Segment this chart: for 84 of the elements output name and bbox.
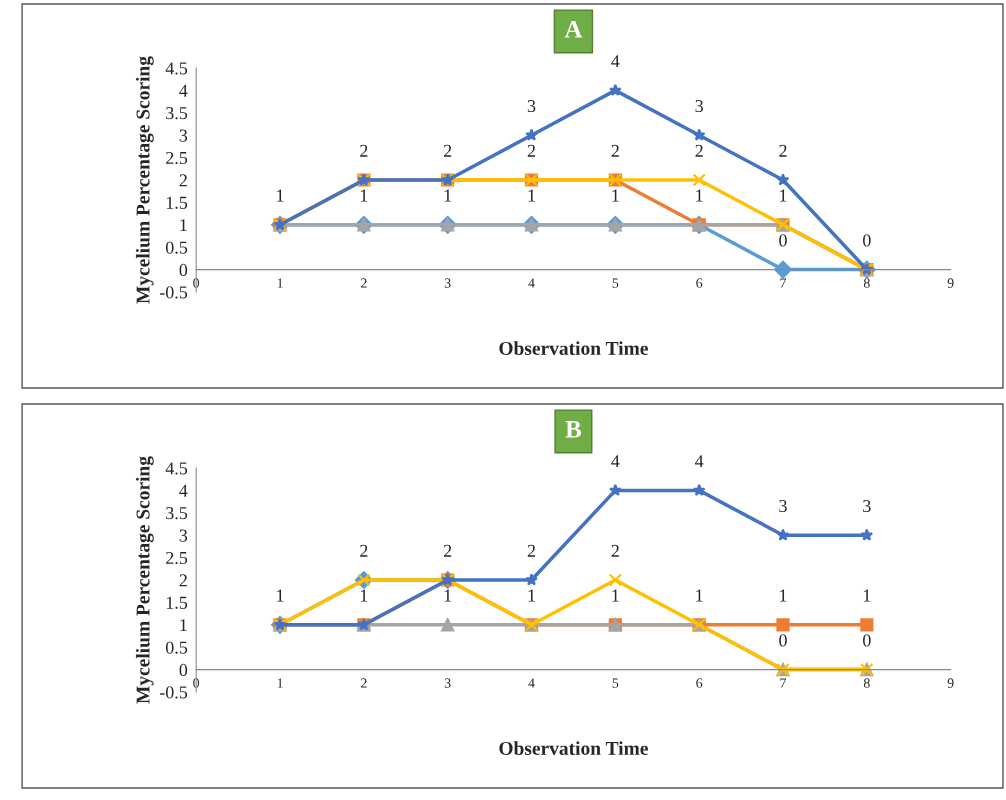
data-label: 1	[360, 589, 368, 602]
data-label: 1	[528, 589, 535, 602]
y-tick-label: -0.5	[159, 686, 188, 699]
y-tick-label: 4	[179, 84, 188, 97]
x-tick-label: 3	[444, 278, 451, 288]
y-tick-label: 4	[179, 484, 188, 497]
data-label: 1	[696, 189, 703, 202]
x-tick-label: 0	[193, 678, 200, 688]
data-label: 1	[780, 189, 787, 202]
y-tick-label: 2	[179, 174, 187, 187]
data-label: 4	[611, 55, 620, 68]
y-tick-label: 0.5	[165, 641, 188, 654]
data-label: 2	[779, 144, 787, 157]
data-label: 4	[695, 455, 704, 468]
x-tick-label: 9	[947, 278, 954, 288]
data-label: 2	[695, 144, 703, 157]
x-tick-label: 4	[528, 678, 535, 688]
x-tick-label: 2	[360, 678, 367, 688]
data-label: 2	[360, 144, 368, 157]
data-label: 3	[863, 499, 871, 513]
x-tick-label: 9	[947, 678, 954, 688]
chart-title: A	[564, 20, 583, 38]
x-tick-label: 7	[780, 678, 787, 688]
data-label: 1	[863, 589, 871, 602]
data-label: 1	[360, 189, 368, 202]
data-label: 2	[611, 544, 619, 557]
data-label: 0	[779, 634, 787, 647]
y-tick-label: -0.5	[159, 286, 188, 299]
data-label: 2	[443, 544, 452, 557]
data-label: 1	[612, 589, 619, 602]
x-tick-label: 7	[780, 278, 787, 288]
y-tick-label: 2	[179, 574, 187, 587]
data-label: 0	[863, 234, 871, 247]
x-tick-label: 2	[360, 278, 367, 288]
y-tick-label: 4.5	[165, 62, 188, 75]
y-tick-label: 2.5	[166, 151, 188, 165]
x-axis-title: Observation Time	[499, 741, 648, 755]
data-label: 1	[444, 589, 452, 602]
y-tick-label: 0	[179, 263, 188, 277]
x-tick-label: 8	[863, 278, 870, 288]
y-tick-label: 3.5	[166, 507, 188, 520]
data-label: 0	[779, 234, 787, 247]
y-tick-label: 0	[179, 663, 188, 677]
data-label: 1	[696, 589, 703, 602]
y-tick-label: 1.5	[166, 596, 188, 609]
x-tick-label: 1	[277, 678, 283, 688]
x-tick-label: 6	[696, 278, 703, 288]
data-label: 2	[611, 144, 619, 157]
x-axis-title: Observation Time	[499, 341, 648, 355]
data-label: 1	[277, 189, 284, 202]
data-label: 3	[779, 499, 787, 513]
data-label: 3	[695, 99, 703, 113]
y-tick-label: 2.5	[166, 551, 188, 565]
x-tick-label: 8	[863, 678, 870, 688]
data-label: 1	[444, 189, 452, 202]
data-label: 2	[527, 144, 536, 157]
data-label: 4	[611, 455, 620, 468]
data-label: 1	[780, 589, 787, 602]
y-tick-label: 0.5	[165, 241, 188, 254]
y-axis-title: Mycelium Percentage Scoring	[135, 56, 154, 304]
y-tick-label: 1	[180, 219, 187, 232]
data-label: 2	[443, 144, 452, 157]
y-axis-title: Mycelium Percentage Scoring	[135, 456, 154, 704]
data-label: 2	[527, 544, 536, 557]
x-tick-label: 0	[193, 278, 200, 288]
y-tick-label: 1	[180, 619, 187, 632]
data-label: 0	[863, 634, 871, 647]
y-tick-label: 3	[179, 129, 188, 142]
y-tick-label: 1.5	[166, 196, 188, 209]
x-tick-label: 4	[528, 278, 535, 288]
data-label: 1	[277, 589, 284, 602]
y-tick-label: 3	[179, 529, 188, 542]
x-tick-label: 5	[612, 278, 619, 288]
data-label: 1	[612, 189, 619, 202]
x-tick-label: 6	[696, 678, 703, 688]
data-label: 3	[527, 99, 536, 113]
x-tick-label: 5	[612, 678, 619, 688]
x-tick-label: 1	[277, 278, 283, 288]
y-tick-label: 4.5	[165, 462, 188, 475]
y-tick-label: 3.5	[166, 107, 188, 120]
data-label: 2	[360, 544, 368, 557]
data-label: 1	[528, 189, 535, 202]
x-tick-label: 3	[444, 678, 451, 688]
chart-title: B	[565, 421, 582, 438]
